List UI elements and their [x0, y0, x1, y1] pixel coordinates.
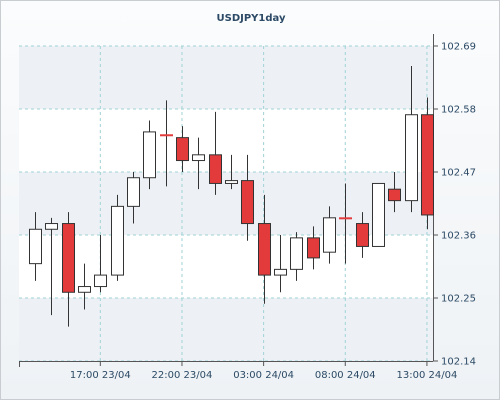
candle	[307, 226, 320, 270]
candle-body	[258, 223, 271, 276]
candle-body	[94, 274, 107, 288]
candle-body	[339, 217, 352, 220]
candle-body	[127, 177, 140, 207]
y-tick-label: 102.36	[441, 231, 476, 242]
candle-body	[274, 268, 287, 276]
candle-body	[176, 137, 189, 162]
candle	[176, 126, 189, 172]
candle-body	[209, 154, 222, 184]
candle	[290, 232, 303, 281]
candle-body	[388, 188, 401, 202]
candle	[45, 217, 58, 316]
background-band	[19, 46, 433, 109]
y-tick-label: 102.58	[441, 105, 476, 116]
y-tick-label: 102.47	[441, 168, 476, 179]
candle-body	[45, 223, 58, 230]
candle-body	[111, 205, 124, 276]
chart-title: USDJPY1day	[216, 13, 286, 24]
candle-body	[241, 180, 254, 225]
candle	[225, 154, 238, 190]
candle-body	[160, 134, 173, 137]
y-tick-label: 102.25	[441, 294, 476, 305]
y-tick-label: 102.69	[441, 42, 476, 53]
candle	[192, 137, 205, 190]
candle	[274, 235, 287, 293]
x-tick-label: 17:00 23/04	[70, 370, 131, 381]
candle-body	[405, 114, 418, 202]
candle	[160, 100, 173, 187]
candle-body	[225, 180, 238, 184]
candle	[405, 66, 418, 213]
candle-body	[143, 131, 156, 179]
candle-body	[323, 217, 336, 253]
candle	[143, 120, 156, 190]
candle	[94, 235, 107, 293]
candle-body	[29, 228, 42, 265]
candle-body	[421, 114, 434, 216]
background-band	[19, 298, 433, 361]
candle-body	[356, 223, 369, 247]
x-tick-label: 08:00 24/04	[315, 370, 376, 381]
candle-body	[62, 223, 75, 293]
candle	[323, 206, 336, 264]
candle	[421, 97, 434, 230]
candle-body	[78, 286, 91, 293]
candle	[241, 154, 254, 241]
background-band	[19, 109, 433, 172]
candle-body	[192, 154, 205, 162]
candle-body	[290, 237, 303, 270]
x-tick-label: 22:00 23/04	[152, 370, 213, 381]
candle	[388, 172, 401, 213]
candle	[209, 111, 222, 195]
x-tick-label: 13:00 24/04	[397, 370, 458, 381]
candle-body	[372, 182, 385, 247]
candle	[78, 263, 91, 310]
candle	[29, 212, 42, 281]
candle	[127, 172, 140, 224]
candle	[258, 194, 271, 304]
candle	[356, 212, 369, 258]
candle	[372, 182, 385, 247]
y-tick-label: 102.14	[441, 357, 476, 368]
candle	[339, 183, 352, 264]
x-tick-label: 03:00 24/04	[233, 370, 294, 381]
candle	[111, 194, 124, 281]
candle	[62, 212, 75, 327]
candle-body	[307, 237, 320, 259]
